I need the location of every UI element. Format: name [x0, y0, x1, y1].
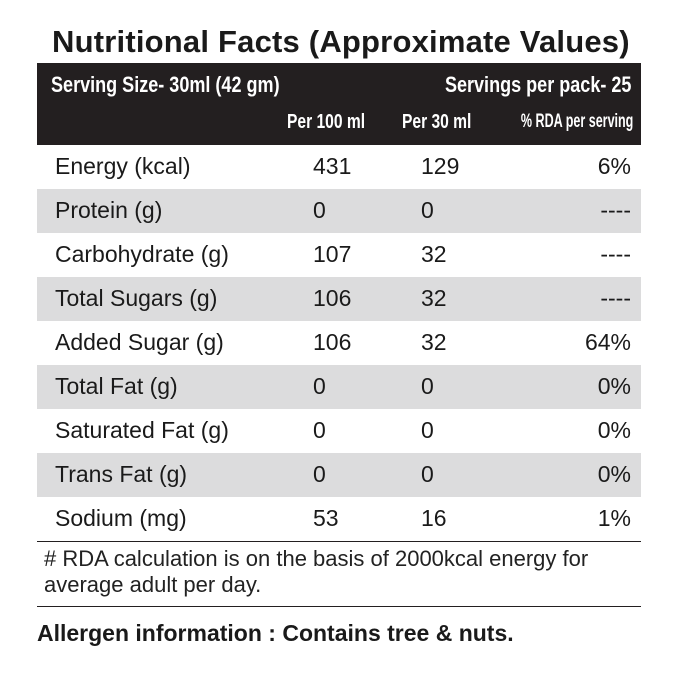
column-header-rda: % RDA per serving — [520, 111, 633, 132]
per-30-value: 16 — [421, 505, 447, 531]
rda-footnote: # RDA calculation is on the basis of 200… — [44, 546, 589, 597]
page-title: Nutritional Facts (Approximate Values) — [52, 24, 630, 59]
per-30-value: 0 — [421, 461, 434, 487]
nutrient-name: Carbohydrate (g) — [55, 241, 229, 267]
table-row: Protein (g) 0 0 ---- — [37, 189, 641, 233]
table-header: Serving Size- 30ml (42 gm) Servings per … — [37, 63, 641, 145]
per-30-value: 0 — [421, 417, 434, 443]
rda-value: ---- — [600, 241, 631, 267]
per-100-value: 107 — [313, 241, 352, 267]
serving-size: Serving Size- 30ml (42 gm) — [51, 72, 280, 97]
divider — [37, 606, 641, 607]
column-header-per-100ml: Per 100 ml — [287, 111, 366, 133]
nutrient-name: Total Sugars (g) — [55, 285, 218, 311]
rda-value: 0% — [597, 373, 631, 399]
column-header-per-30ml: Per 30 ml — [402, 111, 472, 133]
per-100-value: 53 — [313, 505, 339, 531]
rda-value: 64% — [584, 329, 631, 355]
rda-value: ---- — [600, 285, 631, 311]
table-row: Trans Fat (g) 0 0 0% — [37, 453, 641, 497]
table-row: Saturated Fat (g) 0 0 0% — [37, 409, 641, 453]
table-row: Sodium (mg) 53 16 1% — [37, 497, 641, 541]
per-100-value: 0 — [313, 197, 326, 223]
table-row: Total Fat (g) 0 0 0% — [37, 365, 641, 409]
per-100-value: 0 — [313, 417, 326, 443]
per-30-value: 0 — [421, 373, 434, 399]
nutrient-name: Saturated Fat (g) — [55, 417, 229, 443]
per-100-value: 106 — [313, 285, 352, 311]
nutrient-name: Total Fat (g) — [55, 373, 178, 399]
allergen-information: Allergen information : Contains tree & n… — [37, 620, 514, 646]
table-row: Total Sugars (g) 106 32 ---- — [37, 277, 641, 321]
per-30-value: 129 — [421, 153, 460, 179]
per-100-value: 106 — [313, 329, 352, 355]
nutrient-name: Added Sugar (g) — [55, 329, 224, 355]
table-body: Energy (kcal) 431 129 6% Protein (g) 0 0… — [37, 145, 641, 541]
per-30-value: 32 — [421, 285, 447, 311]
nutrient-name: Protein (g) — [55, 197, 163, 223]
rda-value: 0% — [597, 461, 631, 487]
rda-value: 1% — [597, 505, 631, 531]
table-row: Added Sugar (g) 106 32 64% — [37, 321, 641, 365]
per-100-value: 431 — [313, 153, 352, 179]
table-row: Energy (kcal) 431 129 6% — [37, 145, 641, 189]
servings-per-pack: Servings per pack- 25 — [444, 72, 631, 97]
nutrition-table: Serving Size- 30ml (42 gm) Servings per … — [37, 63, 641, 542]
nutrient-name: Trans Fat (g) — [55, 461, 188, 487]
per-100-value: 0 — [313, 373, 326, 399]
per-30-value: 0 — [421, 197, 434, 223]
per-100-value: 0 — [313, 461, 326, 487]
rda-value: 0% — [597, 417, 631, 443]
rda-value: ---- — [600, 197, 631, 223]
per-30-value: 32 — [421, 241, 447, 267]
table-row: Carbohydrate (g) 107 32 ---- — [37, 233, 641, 277]
nutrient-name: Sodium (mg) — [55, 505, 187, 531]
divider — [37, 541, 641, 542]
rda-value: 6% — [597, 153, 631, 179]
nutrient-name: Energy (kcal) — [55, 153, 191, 179]
per-30-value: 32 — [421, 329, 447, 355]
